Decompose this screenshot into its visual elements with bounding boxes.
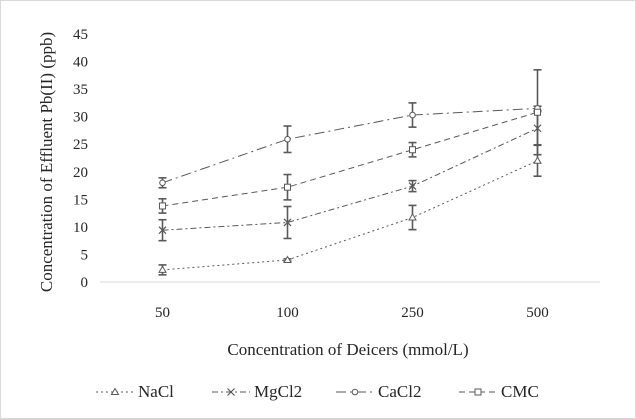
series-line-cacl2: [162, 107, 538, 184]
data-point-mgcl2: [158, 226, 167, 235]
data-point-cmc: [284, 183, 291, 191]
x-tick-label: 250: [401, 305, 424, 321]
data-point-cmc: [159, 202, 166, 210]
y-axis-title: Concentration of Effluent Pb(II) (ppb): [37, 32, 56, 292]
legend-item-nacl: NaCl: [96, 382, 174, 401]
legend-label: NaCl: [138, 382, 174, 401]
data-point-cacl2: [159, 179, 166, 187]
y-tick-label: 40: [73, 55, 88, 71]
y-tick-label: 25: [73, 137, 88, 153]
y-tick-label: 5: [81, 247, 89, 263]
y-tick-label: 0: [81, 275, 89, 291]
series-line-mgcl2: [162, 127, 538, 231]
data-point-mgcl2: [408, 182, 417, 191]
legend: NaCl MgCl2 CaCl2 CMC: [96, 382, 539, 401]
x-axis-title: Concentration of Deicers (mmol/L): [227, 340, 468, 359]
series-markers: [158, 105, 542, 273]
series-lines: [162, 107, 538, 271]
data-point-mgcl2: [533, 124, 542, 133]
x-axis-ticks: 50 100 250 500: [155, 305, 549, 321]
legend-marker: [474, 388, 482, 396]
data-point-nacl: [533, 156, 542, 164]
y-tick-label: 35: [73, 82, 88, 98]
x-tick-label: 100: [276, 305, 299, 321]
data-point-nacl: [408, 213, 417, 221]
legend-item-cacl2: CaCl2: [336, 382, 421, 401]
y-tick-label: 15: [73, 192, 88, 208]
legend-label: MgCl2: [254, 382, 302, 401]
data-point-cacl2: [284, 135, 291, 143]
legend-marker: [351, 388, 359, 396]
series-line-nacl: [162, 160, 538, 271]
y-axis-ticks: 0 5 10 15 20 25 30 35 40 45: [73, 27, 88, 291]
y-tick-label: 45: [73, 27, 88, 43]
y-tick-label: 10: [73, 220, 88, 236]
data-point-mgcl2: [283, 218, 292, 227]
legend-label: CaCl2: [378, 382, 421, 401]
series-line-cmc: [162, 111, 538, 207]
legend-item-cmc: CMC: [459, 382, 539, 401]
x-tick-label: 500: [526, 305, 549, 321]
data-point-cmc: [534, 108, 541, 116]
data-point-nacl: [283, 255, 292, 263]
legend-marker: [227, 388, 235, 396]
x-tick-label: 50: [155, 305, 170, 321]
data-point-cmc: [409, 146, 416, 154]
y-tick-label: 20: [73, 165, 88, 181]
data-point-nacl: [158, 265, 167, 273]
error-bars: [158, 69, 542, 276]
legend-label: CMC: [501, 382, 539, 401]
legend-item-mgcl2: MgCl2: [212, 382, 302, 401]
y-tick-label: 30: [73, 110, 88, 126]
data-point-cacl2: [409, 111, 416, 119]
legend-marker: [110, 387, 120, 395]
